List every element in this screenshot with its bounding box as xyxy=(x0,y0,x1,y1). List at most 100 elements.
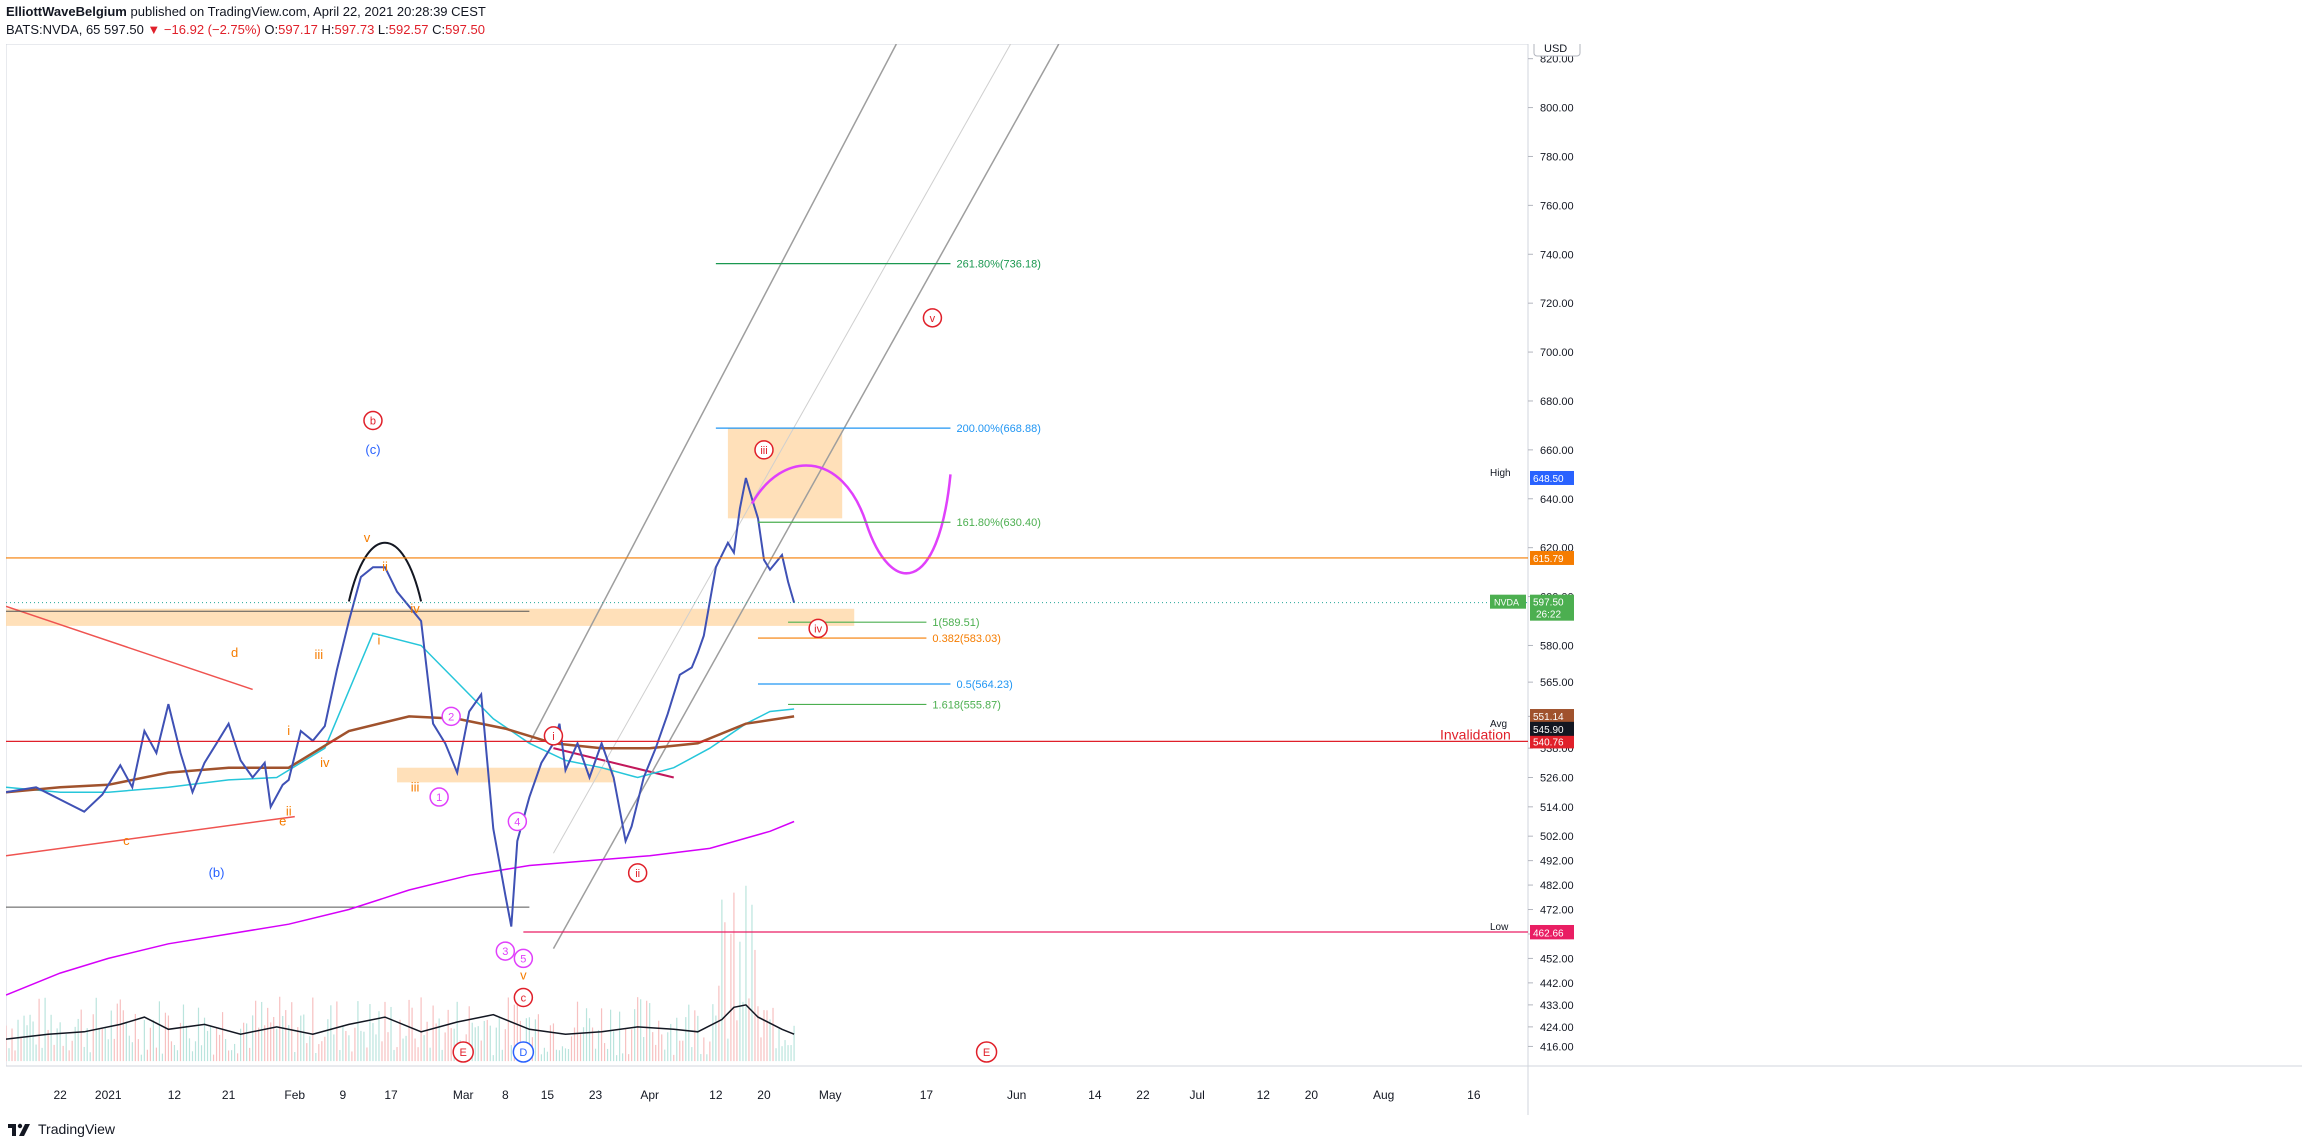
fib-label: 200.00%(668.88) xyxy=(956,423,1040,435)
fib-label: 161.80%(630.40) xyxy=(956,517,1040,529)
projection-curve xyxy=(750,464,952,575)
y-tick-label: 514.00 xyxy=(1540,802,1574,814)
y-tick-label: 424.00 xyxy=(1540,1022,1574,1034)
invalidation-tag xyxy=(1530,734,1574,749)
x-tick-label: May xyxy=(819,1088,842,1102)
wave-label-circle xyxy=(363,410,383,431)
last-price-countdown: 26:22 xyxy=(1536,610,1561,621)
wave-label: e xyxy=(279,814,286,829)
close-label: C: xyxy=(432,22,446,37)
publish-info: ElliottWaveBelgium published on TradingV… xyxy=(6,4,486,19)
x-tick-label: Mar xyxy=(453,1088,474,1102)
wave-label-circle xyxy=(513,948,534,969)
tradingview-logo-icon xyxy=(8,1123,30,1136)
event-marker-label: E xyxy=(983,1047,990,1059)
high_line-label: High xyxy=(1490,468,1511,479)
last-price-tag xyxy=(1530,594,1574,621)
wave-label: i xyxy=(287,723,290,738)
low-value: 592.57 xyxy=(388,22,429,37)
published-text: published on TradingView.com, April 22, … xyxy=(130,4,486,19)
x-tick-label: 12 xyxy=(168,1088,182,1102)
y-tick-label: 472.00 xyxy=(1540,905,1574,917)
ma-magenta-line xyxy=(6,820,795,996)
wave-label-circle xyxy=(627,863,648,883)
x-tick-label: 12 xyxy=(1257,1088,1271,1102)
open-value: 597.17 xyxy=(278,22,318,37)
x-tick-label: Feb xyxy=(284,1088,305,1102)
y-tick-label: 760.00 xyxy=(1540,200,1574,212)
y-tick-label: 482.00 xyxy=(1540,880,1574,892)
wave-label-circle xyxy=(543,726,564,746)
y-tick-label: 720.00 xyxy=(1540,298,1574,310)
y-tick-label: 502.00 xyxy=(1540,831,1574,843)
x-tick-label: 20 xyxy=(1305,1088,1319,1102)
y-tick-label: 820.00 xyxy=(1540,54,1574,66)
wave-label-circle xyxy=(495,941,516,961)
x-tick-label: 9 xyxy=(340,1088,347,1102)
last-price-symbol: NVDA xyxy=(1494,598,1519,608)
high_line-tag xyxy=(1530,470,1574,485)
x-tick-label: 20 xyxy=(757,1088,771,1102)
fib-label: 0.5(564.23) xyxy=(956,679,1012,691)
wave-label: (b) xyxy=(209,865,225,880)
currency-label: USD xyxy=(1544,44,1567,55)
last-price-value: 597.50 xyxy=(1533,598,1564,609)
low-label: L: xyxy=(377,22,389,37)
author-name[interactable]: ElliottWaveBelgium xyxy=(6,4,127,19)
price-chart[interactable]: 416.00424.00433.00442.00452.00462.00472.… xyxy=(6,44,2302,1115)
rounded-top-arc xyxy=(347,542,423,602)
fib-label: 1.618(555.87) xyxy=(932,699,1001,711)
event-marker-circle xyxy=(975,1041,998,1063)
wave-label: d xyxy=(231,645,238,660)
wave-label: i xyxy=(552,731,554,743)
currency-badge xyxy=(1533,44,1581,57)
target-zone xyxy=(727,428,843,519)
x-tick-label: 17 xyxy=(920,1088,934,1102)
wave-label: 4 xyxy=(514,817,520,829)
wave-label: 3 xyxy=(502,946,508,958)
x-tick-label: 22 xyxy=(1136,1088,1150,1102)
resistance-value: 615.79 xyxy=(1533,554,1564,565)
wave-label: c xyxy=(521,993,527,1005)
x-tick-label: 22 xyxy=(53,1088,67,1102)
high-label: H: xyxy=(321,22,335,37)
wave-label: i xyxy=(378,633,381,648)
tradingview-footer[interactable]: TradingView xyxy=(6,1120,115,1138)
x-tick-label: 16 xyxy=(1467,1088,1481,1102)
y-tick-label: 700.00 xyxy=(1540,347,1574,359)
wave-label: 2 xyxy=(448,711,454,723)
resistance-tag xyxy=(1530,550,1574,565)
x-tick-label: Apr xyxy=(640,1088,659,1102)
high_line-value: 648.50 xyxy=(1533,474,1564,485)
x-tick-label: 15 xyxy=(541,1088,555,1102)
event-marker-label: E xyxy=(460,1047,467,1059)
invalidation-value: 540.76 xyxy=(1533,737,1564,748)
close-value: 597.50 xyxy=(445,22,485,37)
avg_tag-label: Avg xyxy=(1490,719,1507,730)
y-tick-label: 640.00 xyxy=(1540,494,1574,506)
wave-label: iii xyxy=(314,647,323,662)
low_red-value: 462.66 xyxy=(1533,928,1564,939)
price-line xyxy=(6,477,796,927)
support-zone xyxy=(6,608,855,626)
wave-label: ii xyxy=(286,804,292,819)
fib-label: 1(589.51) xyxy=(932,617,979,629)
wedge-upper-line xyxy=(6,605,253,691)
wave-label: iv xyxy=(814,623,822,635)
wave-label: v xyxy=(520,968,527,983)
wave-label-circle xyxy=(429,787,449,807)
wave-label: ii xyxy=(635,868,640,880)
x-tick-label: 17 xyxy=(384,1088,398,1102)
y-tick-label: 800.00 xyxy=(1540,103,1574,115)
open-label: O: xyxy=(264,22,279,37)
channel-mid-line xyxy=(553,44,1012,854)
y-tick-label: 780.00 xyxy=(1540,151,1574,163)
x-tick-label: 21 xyxy=(222,1088,236,1102)
wave-label: ii xyxy=(382,559,388,574)
event-marker-label: D xyxy=(519,1047,527,1059)
wave-label: iv xyxy=(410,601,420,616)
x-tick-label: Jun xyxy=(1007,1088,1026,1102)
wave-label-circle xyxy=(513,987,534,1008)
symbol-info: BATS:NVDA, 65 597.50 ▼ −16.92 (−2.75%) O… xyxy=(6,22,485,37)
x-tick-label: 12 xyxy=(709,1088,723,1102)
